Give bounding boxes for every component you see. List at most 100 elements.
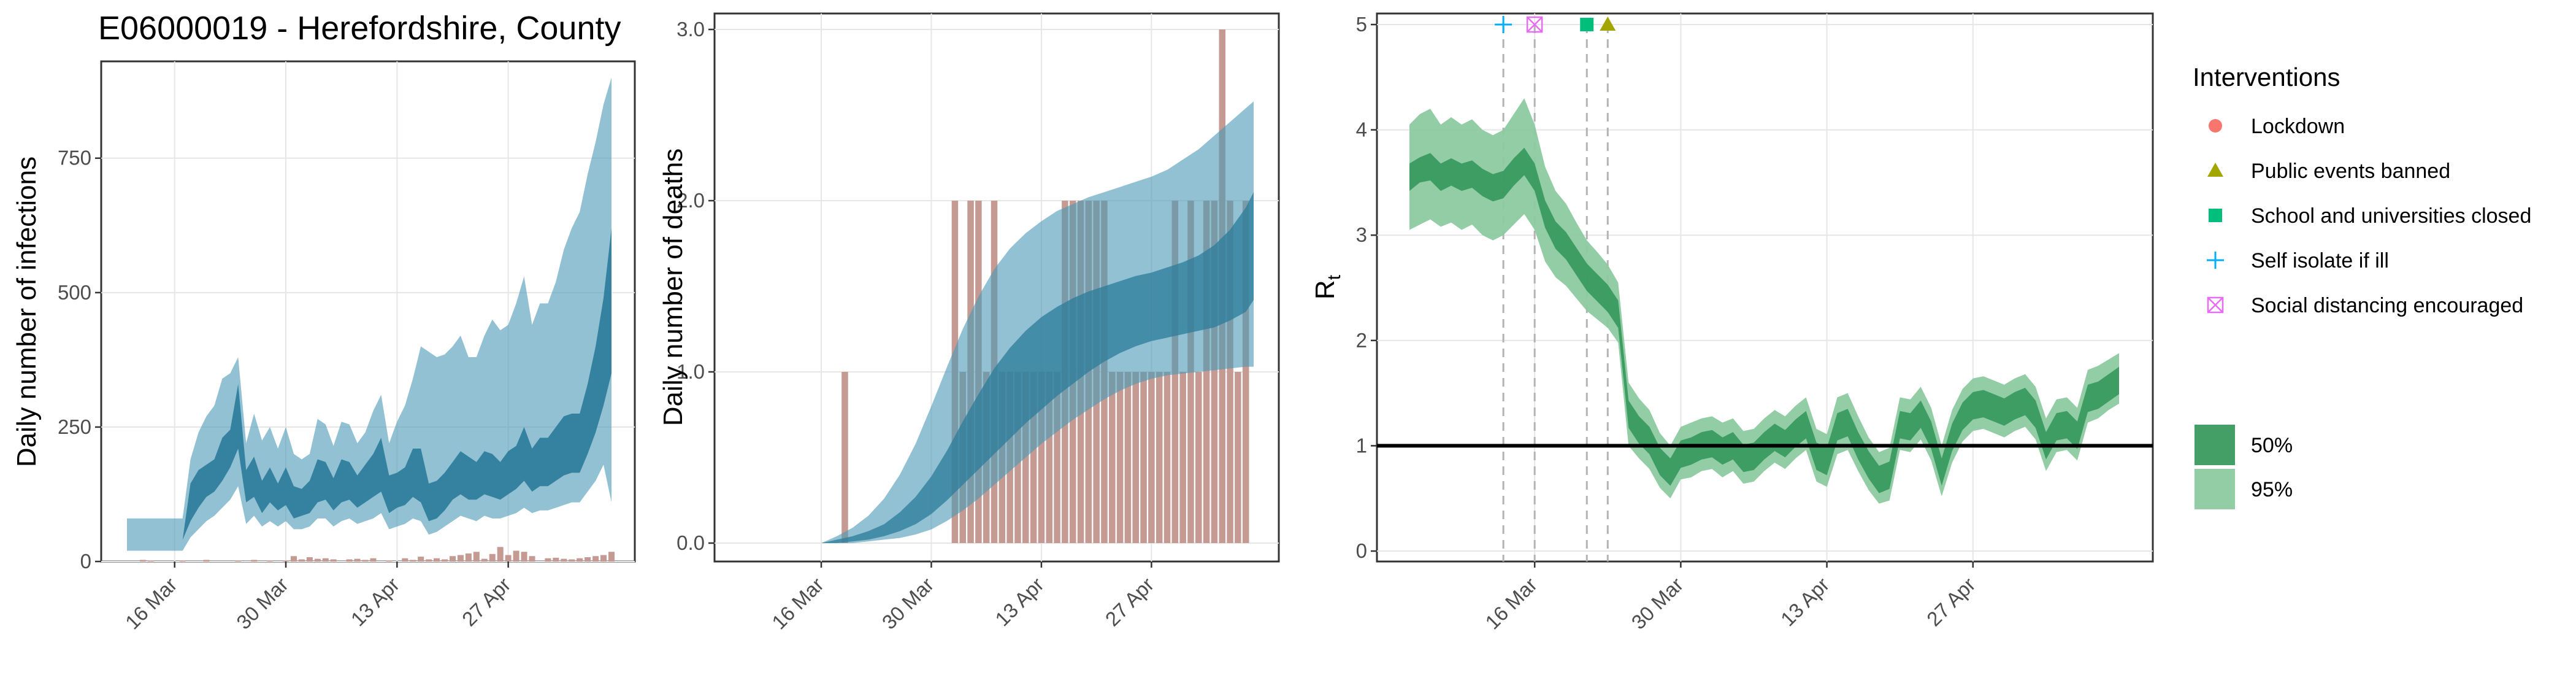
bar [251, 560, 258, 561]
bar [203, 560, 210, 561]
bar [600, 555, 607, 561]
bar [608, 552, 615, 561]
x-tick-label: 30 Mar [878, 573, 938, 634]
intervention-marker [1495, 16, 1512, 33]
legend-label: Social distancing encouraged [2251, 294, 2523, 317]
ci-95-band [127, 77, 611, 551]
bar [473, 552, 480, 561]
bar [1054, 372, 1060, 543]
bar [1030, 372, 1037, 543]
bar [569, 559, 575, 561]
infections-panel: 16 Mar 30 Mar 13 Apr 27 Apr 0 250 500 750 Daily… [12, 60, 636, 634]
bar [354, 558, 361, 561]
bar [267, 560, 274, 561]
bar [1179, 372, 1186, 543]
bar [1163, 372, 1171, 543]
x-tick-label: 30 Mar [232, 573, 293, 634]
bar [370, 558, 377, 561]
bar [449, 556, 456, 561]
bar [402, 558, 408, 561]
legend-label: School and universities closed [2251, 204, 2531, 228]
bar [1046, 372, 1052, 543]
legend-label: Self isolate if ill [2251, 249, 2389, 272]
bar [1211, 201, 1218, 543]
legend-title: Interventions [2193, 63, 2340, 91]
legend-band-key [2195, 425, 2235, 465]
x-tick-label: 27 Apr [1922, 573, 1980, 631]
bar [1195, 372, 1202, 543]
bar [235, 560, 242, 561]
bar [290, 556, 297, 561]
y-tick-label: 1 [1356, 434, 1367, 457]
bar [1203, 201, 1210, 543]
legend-label: Lockdown [2251, 115, 2345, 138]
rt-panel: 16 Mar 30 Mar 13 Apr 27 Apr 0 1 2 3 4 5 Rt [1310, 12, 2154, 634]
legend-key [2207, 252, 2224, 269]
intervention-marker [1526, 16, 1543, 33]
bar [298, 559, 305, 561]
bar [434, 558, 440, 561]
bar [1140, 372, 1147, 543]
bar [457, 555, 464, 561]
bar [1124, 372, 1132, 543]
bar [386, 560, 393, 561]
legend-key [2207, 296, 2224, 314]
legend-label: Public events banned [2251, 160, 2450, 183]
y-tick-label: 500 [58, 281, 91, 304]
y-tick-label: 4 [1356, 118, 1367, 141]
ci-50-band [821, 192, 1254, 544]
bar [330, 559, 337, 561]
bar [513, 550, 519, 561]
bar [346, 559, 353, 561]
bar [529, 556, 535, 561]
bar [306, 557, 313, 561]
legend-key [2207, 163, 2223, 177]
y-axis-title: Daily number of deaths [658, 149, 688, 426]
x-tick-label: 16 Mar [1481, 573, 1541, 634]
y-tick-label: 5 [1356, 13, 1367, 36]
bar [521, 552, 527, 561]
bar [505, 555, 512, 561]
chart-title: E06000019 - Herefordshire, County [98, 10, 621, 47]
bar [465, 553, 472, 561]
y-tick-label: 750 [58, 147, 91, 169]
x-tick-label: 16 Mar [767, 573, 828, 634]
ci-95-band [1409, 98, 2119, 504]
bar [314, 558, 321, 561]
y-tick-label: 0 [80, 550, 91, 573]
x-tick-label: 30 Mar [1627, 573, 1688, 634]
x-tick-label: 27 Apr [1101, 573, 1159, 631]
bar [147, 560, 154, 561]
ci-50-band [1409, 147, 2119, 493]
bar [585, 557, 591, 561]
y-tick-label: 3 [1356, 223, 1367, 246]
bar [592, 556, 599, 561]
intervention-marker [1600, 17, 1616, 31]
y-tick-label: 3.0 [677, 18, 705, 41]
legend-band-label: 95% [2251, 478, 2293, 501]
x-tick-label: 13 Apr [991, 573, 1048, 631]
bar [426, 559, 432, 561]
bar [179, 560, 186, 561]
bar [410, 560, 416, 561]
y-tick-label: 0 [1356, 539, 1367, 562]
bar [1148, 372, 1155, 543]
bar [1116, 372, 1124, 543]
bar [841, 372, 848, 543]
y-axis-title-subscript: t [1324, 274, 1344, 280]
y-axis-title: Daily number of infections [12, 156, 42, 467]
bar [139, 560, 146, 561]
deaths-panel: 16 Mar 30 Mar 13 Apr 27 Apr 0.0 1.0 2.0 3.0 Dai… [658, 12, 1280, 634]
x-tick-label: 13 Apr [347, 573, 404, 631]
legend: Interventions Lockdown Public events bann… [2193, 63, 2531, 509]
y-tick-label: 1.0 [677, 360, 705, 383]
ci-50-band [127, 228, 611, 540]
x-tick-label: 27 Apr [458, 573, 515, 631]
y-tick-label: 250 [58, 415, 91, 438]
bar [553, 557, 559, 561]
bar [1242, 201, 1249, 543]
y-tick-label: 2 [1356, 329, 1367, 352]
bar [545, 558, 551, 561]
bar [418, 557, 424, 561]
